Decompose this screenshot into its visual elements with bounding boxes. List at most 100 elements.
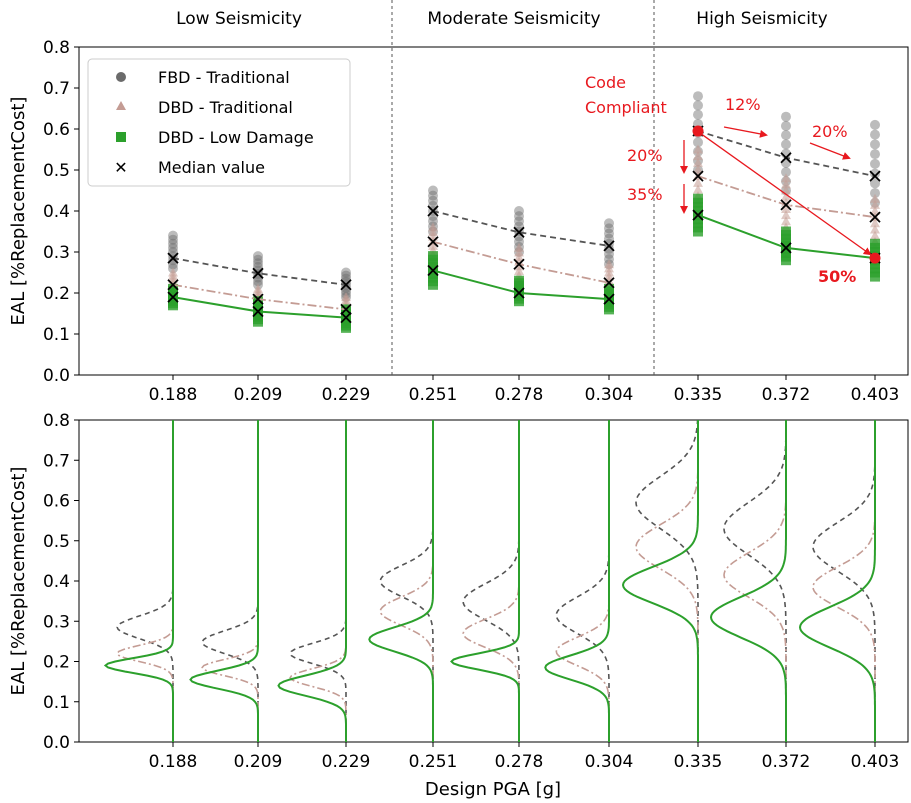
- annotation-dot-50: [869, 252, 881, 264]
- annotation-pct-35: 35%: [627, 185, 663, 204]
- top-point-1-3-8: [428, 222, 438, 232]
- top-point-1-0-8: [168, 267, 178, 277]
- legend: FBD - Traditional DBD - Traditional DBD …: [87, 58, 351, 187]
- top-ytick-label-5: 0.5: [43, 161, 70, 181]
- top-point-2-0-8: [168, 283, 178, 294]
- top-median-2-1: [252, 305, 264, 318]
- bottom-curve-dbd-0: [116, 420, 174, 742]
- bottom-curve-fbd-7: [723, 420, 787, 742]
- top-median-2-7: [780, 242, 792, 254]
- top-median-1-2: [340, 303, 352, 316]
- top-point-0-8-1: [870, 188, 880, 199]
- top-point-0-7-7: [781, 120, 791, 131]
- top-xtick-label-4: 0.278: [495, 385, 544, 405]
- bottom-xtick-label-4: 0.278: [495, 752, 544, 772]
- bottom-x-axis-label: Design PGA [g]: [425, 779, 561, 800]
- annotation-arrow-50: [699, 132, 872, 256]
- legend-marker-dbd: [116, 101, 126, 110]
- annotation-pct-12: 12%: [725, 95, 761, 114]
- top-median-0-8: [869, 170, 881, 182]
- legend-label-ld: DBD - Low Damage: [158, 128, 314, 147]
- bottom-ytick-label-1: 0.1: [43, 693, 70, 713]
- bottom-x-axis: 0.188 0.209 0.229 0.251 0.278 0.304 0.335 0.372…: [149, 742, 899, 772]
- top-xtick-label-0: 0.188: [149, 385, 198, 405]
- bottom-xtick-label-1: 0.209: [234, 752, 283, 772]
- top-point-1-4-8: [514, 242, 524, 252]
- top-point-1-8-2: [870, 230, 880, 240]
- top-median-1-5: [603, 277, 615, 289]
- top-point-1-1-8: [253, 283, 263, 293]
- top-point-1-6-3: [693, 177, 703, 187]
- bottom-curve-ld-8: [798, 420, 876, 742]
- top-ytick-label-1: 0.1: [43, 325, 70, 345]
- top-point-1-6-7: [693, 151, 703, 161]
- annotations: Code Compliant 12% 20% 20% 35% 50%: [585, 73, 881, 286]
- top-median-2-3: [427, 264, 439, 277]
- top-point-2-6-8: [693, 193, 703, 204]
- legend-box: [87, 58, 351, 187]
- bottom-ytick-label-5: 0.5: [43, 532, 70, 552]
- top-panel: 0.00.10.20.30.40.50.60.70.8 0.188 0.209 0.…: [8, 0, 909, 405]
- bottom-ytick-label-7: 0.7: [43, 451, 70, 471]
- bottom-ytick-label-6: 0.6: [43, 492, 70, 512]
- top-point-1-7-1: [781, 216, 791, 226]
- top-point-0-2-8: [341, 267, 351, 278]
- bottom-curve-fbd-0: [116, 420, 174, 742]
- top-xtick-label-6: 0.335: [674, 385, 723, 405]
- bottom-curve-ld-0: [103, 420, 174, 742]
- top-median-1-7: [780, 199, 792, 211]
- top-point-1-4-3: [514, 265, 524, 275]
- top-median-1-3: [427, 236, 439, 248]
- bottom-curve-fbd-1: [201, 420, 259, 742]
- bottom-ytick-label-4: 0.4: [43, 572, 70, 592]
- annotation-arrow-12: [723, 126, 768, 138]
- top-ytick-label-8: 0.8: [43, 38, 70, 58]
- top-point-0-6-3: [693, 137, 703, 148]
- bottom-ytick-label-2: 0.2: [43, 653, 70, 673]
- top-point-0-6-6: [693, 109, 703, 120]
- top-point-1-3-7: [428, 227, 438, 237]
- top-point-1-8-4: [870, 218, 880, 228]
- top-point-1-8-3: [870, 224, 880, 234]
- legend-marker-ld: [116, 132, 126, 142]
- bottom-curve-fbd-8: [812, 420, 876, 742]
- top-xtick-label-2: 0.229: [322, 385, 371, 405]
- top-point-2-5-8: [604, 283, 614, 294]
- top-point-0-0-6: [168, 238, 178, 249]
- top-point-1-4-7: [514, 247, 524, 257]
- top-ytick-label-6: 0.6: [43, 120, 70, 140]
- top-median-1-4: [513, 258, 525, 270]
- top-point-1-7-3: [781, 203, 791, 213]
- top-point-2-3-8: [428, 251, 438, 262]
- top-ytick-label-0: 0.0: [43, 366, 70, 386]
- top-point-0-8-5: [870, 149, 880, 160]
- bottom-curve-ld-2: [277, 420, 347, 742]
- top-point-1-7-8: [781, 173, 791, 183]
- region-label-high: High Seismicity: [696, 9, 827, 29]
- bottom-xtick-label-0: 0.188: [149, 752, 198, 772]
- top-point-0-1-8: [253, 251, 263, 262]
- bottom-curve-ld-6: [621, 420, 699, 742]
- top-point-0-2-7: [341, 270, 351, 281]
- top-point-0-1-1: [253, 276, 263, 287]
- region-label-moderate: Moderate Seismicity: [427, 9, 600, 29]
- top-point-0-5-6: [604, 228, 614, 239]
- top-ytick-label-7: 0.7: [43, 79, 70, 99]
- top-median-0-1: [252, 267, 264, 279]
- top-xtick-label-1: 0.209: [234, 385, 283, 405]
- top-point-0-4-7: [514, 211, 524, 222]
- top-point-0-6-8: [693, 91, 703, 102]
- top-y-axis: 0.0 0.1 0.2 0.3 0.4 0.5 0.6 0.7 0.8: [43, 38, 79, 386]
- top-point-1-6-8: [693, 144, 703, 154]
- legend-marker-median: ✕: [114, 158, 127, 177]
- top-point-0-0-8: [168, 230, 178, 241]
- annotation-arrows: [680, 125, 881, 264]
- legend-label-median: Median value: [158, 158, 265, 177]
- annotation-code-compliant-1: Code: [585, 73, 626, 92]
- top-median-0-4: [513, 226, 525, 238]
- top-point-0-5-2: [604, 249, 614, 260]
- top-median-0-5: [603, 240, 615, 252]
- top-point-0-5-1: [604, 254, 614, 265]
- bottom-curve-dbd-1: [201, 420, 259, 742]
- top-point-1-6-6: [693, 157, 703, 167]
